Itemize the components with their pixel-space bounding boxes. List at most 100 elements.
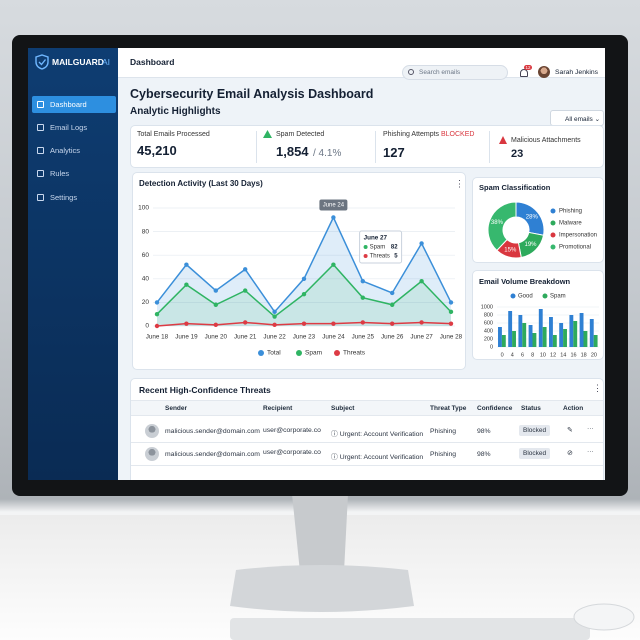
user-name: Sarah Jenkins (555, 69, 599, 76)
cell: Phishing (430, 428, 457, 435)
x-tick-label: June 27 (410, 334, 433, 341)
x-tick-label: June 19 (175, 334, 198, 341)
point (419, 320, 424, 325)
avatar[interactable] (538, 66, 550, 78)
chart-title: Spam Classification (479, 183, 551, 192)
x-tick-label: 8 (531, 352, 534, 358)
tooltip-value: 82 (391, 245, 398, 251)
table-row[interactable]: malicious.sender@domain.com user@corpora… (131, 420, 603, 443)
point (301, 321, 307, 326)
bar (583, 331, 588, 347)
bar (579, 313, 584, 347)
area-fill (157, 217, 451, 326)
point (213, 302, 218, 307)
kpi-value-group: 1,854 / 4.1% (276, 143, 341, 161)
section-title: Analytic Highlights (130, 106, 221, 117)
cell: 98% (477, 451, 491, 458)
tooltip (359, 230, 403, 264)
kpi-label: Malicious Attachments (511, 137, 581, 144)
slice-label: 38% (491, 220, 504, 226)
x-tick-label: June 20 (205, 334, 228, 341)
cell: malicious.sender@domain.com (165, 451, 260, 458)
bar-chart: Email Volume Breakdown 02004006008001000… (472, 270, 604, 360)
topbar: Dashboard Search emails 12 Sarah Jenkins (118, 48, 605, 80)
nav-label: Dashboard (50, 100, 87, 109)
nav-item[interactable]: Settings (32, 189, 116, 206)
nav-label: Analytics (50, 146, 81, 155)
peak-tag (319, 199, 348, 211)
cell: ⓘ Urgent: Account Verification (331, 431, 424, 438)
search-placeholder: Search emails (419, 69, 461, 76)
bar (538, 309, 543, 347)
legend-swatch (550, 244, 556, 250)
point (301, 291, 307, 297)
point (272, 322, 277, 328)
kpi-value: 127 (383, 145, 405, 160)
x-tick-label: June 18 (146, 334, 169, 341)
point (331, 321, 336, 326)
legend-swatch (510, 293, 516, 299)
slice-label: 28% (526, 215, 539, 221)
tooltip-name: Threats (370, 254, 390, 260)
screen: MAILGUARD AI Dashboard Email Logs Analyt… (28, 48, 605, 480)
divider (375, 131, 376, 163)
tooltip-name: Spam (370, 245, 386, 251)
kpi-panel: Total Emails Processed 45,210 Spam Detec… (130, 125, 604, 168)
x-tick-label: June 23 (293, 334, 316, 341)
action-icon[interactable]: ··· (587, 425, 594, 432)
brand-icon (35, 54, 49, 70)
point (448, 300, 454, 305)
search-box[interactable]: Search emails (402, 65, 508, 80)
kpi-label: Total Emails Processed (137, 131, 210, 138)
kpi-badge: BLOCKED (440, 131, 475, 138)
page-name: Dashboard (130, 57, 175, 67)
point (448, 321, 454, 326)
line-chart: Detection Activity (Last 30 Days) ⋮ 0 20 4… (132, 172, 466, 370)
y-tick-label: 60 (142, 252, 150, 259)
nav-item[interactable]: Email Logs (32, 119, 116, 136)
cell: malicious.sender@domain.com (165, 428, 260, 435)
column-header: Threat Type (430, 405, 467, 412)
action-icon[interactable]: ✎ (567, 427, 573, 434)
table-row[interactable]: malicious.sender@domain.com user@corpora… (131, 443, 603, 466)
y-tick-label: 100 (138, 205, 149, 212)
bar (549, 317, 553, 347)
menu-dots[interactable]: ⋮ (593, 383, 602, 393)
nav-item[interactable]: Rules (32, 165, 116, 182)
filter-dropdown[interactable]: All emails ⌄ (550, 110, 604, 126)
nav-label: Rules (50, 169, 70, 178)
legend-swatch (334, 350, 340, 356)
bar (563, 329, 567, 347)
x-tick-label: June 26 (381, 334, 404, 341)
y-tick-label: 20 (142, 299, 150, 306)
bar (569, 315, 574, 347)
y-tick-label: 1000 (481, 304, 493, 310)
nav-item[interactable]: Dashboard (32, 96, 116, 113)
y-tick-label: 0 (490, 344, 493, 350)
action-icon[interactable]: ⊘ (567, 450, 573, 457)
kpi-value: 23 (511, 148, 524, 160)
stand-neck (292, 494, 348, 572)
bar (498, 327, 502, 347)
donut-chart: Spam Classification 28% Phishing 19% Malwar… (472, 177, 604, 263)
point (301, 276, 307, 281)
legend-label: Malware (559, 221, 582, 227)
nav-item[interactable]: Analytics (32, 142, 116, 159)
kpi-icon (263, 130, 272, 138)
menu-dots[interactable]: ⋮ (455, 178, 464, 188)
column-header: Subject (331, 405, 355, 412)
column-header: Sender (165, 405, 188, 412)
x-tick-label: 14 (560, 352, 566, 358)
bell[interactable] (520, 69, 528, 77)
kpi-icon (499, 136, 507, 144)
y-tick-label: 0 (145, 323, 149, 330)
x-tick-label: June 25 (352, 334, 375, 341)
action-icon[interactable]: ··· (587, 448, 594, 455)
tooltip-title: June 27 (364, 235, 388, 242)
legend-swatch (550, 220, 556, 226)
x-tick-label: 6 (521, 352, 524, 358)
legend-swatch (550, 208, 556, 214)
point (184, 321, 189, 326)
x-tick-label: 10 (540, 352, 546, 358)
